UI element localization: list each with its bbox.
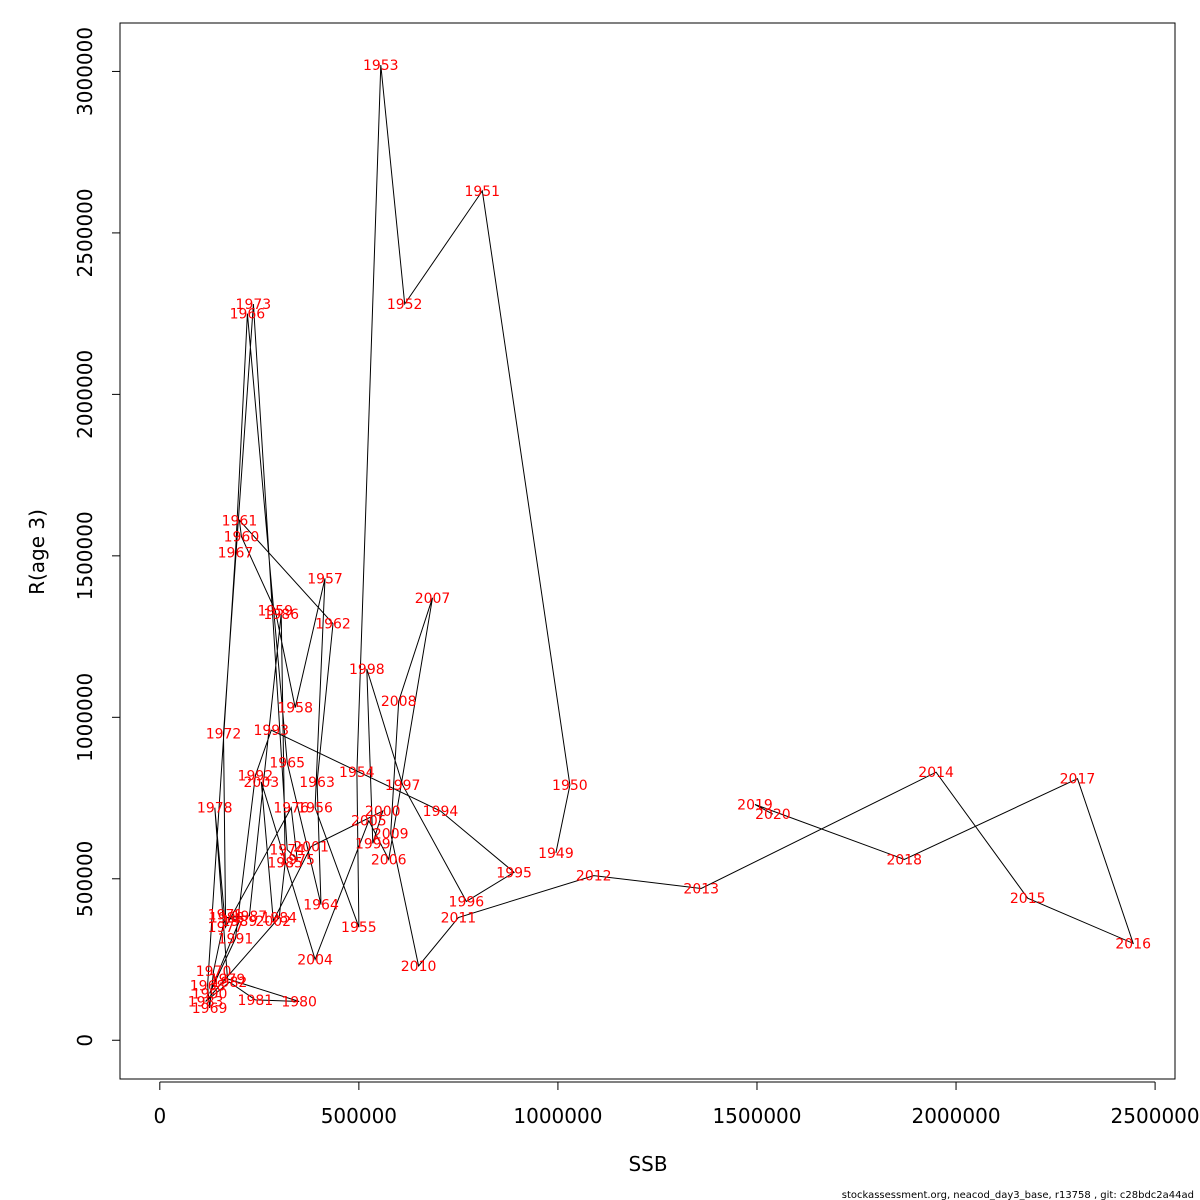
- point-label-1950: 1950: [552, 778, 588, 794]
- point-label-1971: 1971: [208, 907, 244, 923]
- point-label-1973: 1973: [236, 297, 272, 313]
- point-label-2008: 2008: [381, 694, 417, 710]
- point-label-2014: 2014: [918, 765, 954, 781]
- point-label-1951: 1951: [464, 184, 500, 200]
- point-label-1988: 1988: [209, 911, 245, 927]
- x-tick-label: 500000: [321, 1104, 397, 1128]
- point-label-1995: 1995: [496, 865, 532, 881]
- point-label-1970: 1970: [196, 964, 232, 980]
- x-axis: 0 500000 1000000 1500000 2000000 2500000: [153, 1081, 1200, 1128]
- point-label-2019: 2019: [737, 798, 773, 814]
- point-label-2006: 2006: [371, 852, 407, 868]
- point-label-1957: 1957: [307, 571, 343, 587]
- point-label-1991: 1991: [218, 932, 254, 948]
- point-label-1949: 1949: [538, 846, 574, 862]
- point-label-1959: 1959: [257, 604, 293, 620]
- point-label-1994: 1994: [423, 804, 459, 820]
- y-tick-label: 1000000: [73, 673, 97, 762]
- point-label-1952: 1952: [387, 297, 423, 313]
- x-axis-title: SSB: [628, 1152, 667, 1176]
- point-label-2001: 2001: [293, 839, 329, 855]
- point-label-2011: 2011: [441, 911, 477, 927]
- point-label-1968: 1968: [190, 978, 226, 994]
- point-label-2004: 2004: [297, 953, 333, 969]
- point-label-1962: 1962: [315, 617, 351, 633]
- point-label-2009: 2009: [373, 827, 409, 843]
- point-label-1954: 1954: [339, 765, 375, 781]
- year-labels: 1949 1950 1951 1952 1953 1954 1955 1956 1957 1958…: [188, 58, 1151, 1017]
- point-label-1965: 1965: [269, 756, 305, 772]
- point-label-1987: 1987: [232, 909, 268, 925]
- point-label-2020: 2020: [755, 807, 791, 823]
- y-tick-label: 500000: [73, 841, 97, 917]
- point-label-2012: 2012: [576, 869, 612, 885]
- point-label-1975: 1975: [279, 852, 315, 868]
- point-label-1961: 1961: [222, 513, 258, 529]
- point-label-2013: 2013: [683, 881, 719, 897]
- point-label-2007: 2007: [415, 591, 451, 607]
- point-label-2010: 2010: [401, 959, 437, 975]
- point-label-1984: 1984: [261, 911, 297, 927]
- point-label-1986: 1986: [263, 607, 299, 623]
- x-tick-label: 1000000: [513, 1104, 602, 1128]
- point-label-1964: 1964: [303, 898, 339, 914]
- point-label-1956: 1956: [297, 801, 333, 817]
- point-label-1998: 1998: [349, 662, 385, 678]
- series-line: [205, 64, 1135, 1009]
- x-tick-label: 0: [153, 1104, 166, 1128]
- footer-caption: stockassessment.org, neacod_day3_base, r…: [842, 1190, 1194, 1200]
- point-label-2018: 2018: [886, 852, 922, 868]
- y-tick-label: 0: [73, 1034, 97, 1047]
- point-label-2003: 2003: [244, 775, 280, 791]
- point-label-1955: 1955: [341, 920, 377, 936]
- point-label-1963: 1963: [299, 775, 335, 791]
- x-tick-label: 2500000: [1111, 1104, 1200, 1128]
- point-label-1980: 1980: [281, 994, 317, 1010]
- point-label-2016: 2016: [1115, 936, 1151, 952]
- point-label-1976: 1976: [273, 801, 309, 817]
- y-axis: 0 500000 1000000 1500000 2000000 2500000 30000…: [73, 27, 121, 1047]
- y-tick-label: 3000000: [73, 27, 97, 116]
- point-label-1993: 1993: [253, 723, 289, 739]
- y-axis-title: R(age 3): [25, 509, 49, 595]
- point-label-1999: 1999: [355, 836, 391, 852]
- point-label-1981: 1981: [238, 993, 274, 1009]
- point-label-1953: 1953: [363, 58, 399, 74]
- point-label-1974: 1974: [269, 843, 305, 859]
- y-tick-label: 2000000: [73, 350, 97, 439]
- point-label-2005: 2005: [351, 814, 387, 830]
- y-tick-label: 1500000: [73, 511, 97, 600]
- point-label-1960: 1960: [224, 529, 260, 545]
- point-label-2002: 2002: [255, 914, 291, 930]
- point-label-2015: 2015: [1010, 891, 1046, 907]
- point-label-1997: 1997: [385, 778, 421, 794]
- x-tick-label: 1500000: [712, 1104, 801, 1128]
- point-label-2017: 2017: [1060, 772, 1096, 788]
- point-label-1967: 1967: [218, 546, 254, 562]
- point-label-1958: 1958: [277, 701, 313, 717]
- point-label-2000: 2000: [365, 804, 401, 820]
- point-label-1978: 1978: [197, 801, 233, 817]
- point-label-1985: 1985: [267, 856, 303, 872]
- point-label-1977: 1977: [208, 920, 244, 936]
- point-label-1979: 1979: [210, 972, 246, 988]
- point-label-1983: 1983: [188, 994, 224, 1010]
- point-label-1989: 1989: [222, 914, 258, 930]
- point-label-1966: 1966: [230, 307, 266, 323]
- point-label-1972: 1972: [206, 726, 242, 742]
- point-label-1990: 1990: [192, 986, 228, 1002]
- point-label-1982: 1982: [212, 975, 248, 991]
- x-tick-label: 2000000: [911, 1104, 1000, 1128]
- point-label-1969: 1969: [192, 1001, 228, 1017]
- point-label-1992: 1992: [238, 768, 274, 784]
- y-tick-label: 2500000: [73, 188, 97, 277]
- point-label-1996: 1996: [449, 894, 485, 910]
